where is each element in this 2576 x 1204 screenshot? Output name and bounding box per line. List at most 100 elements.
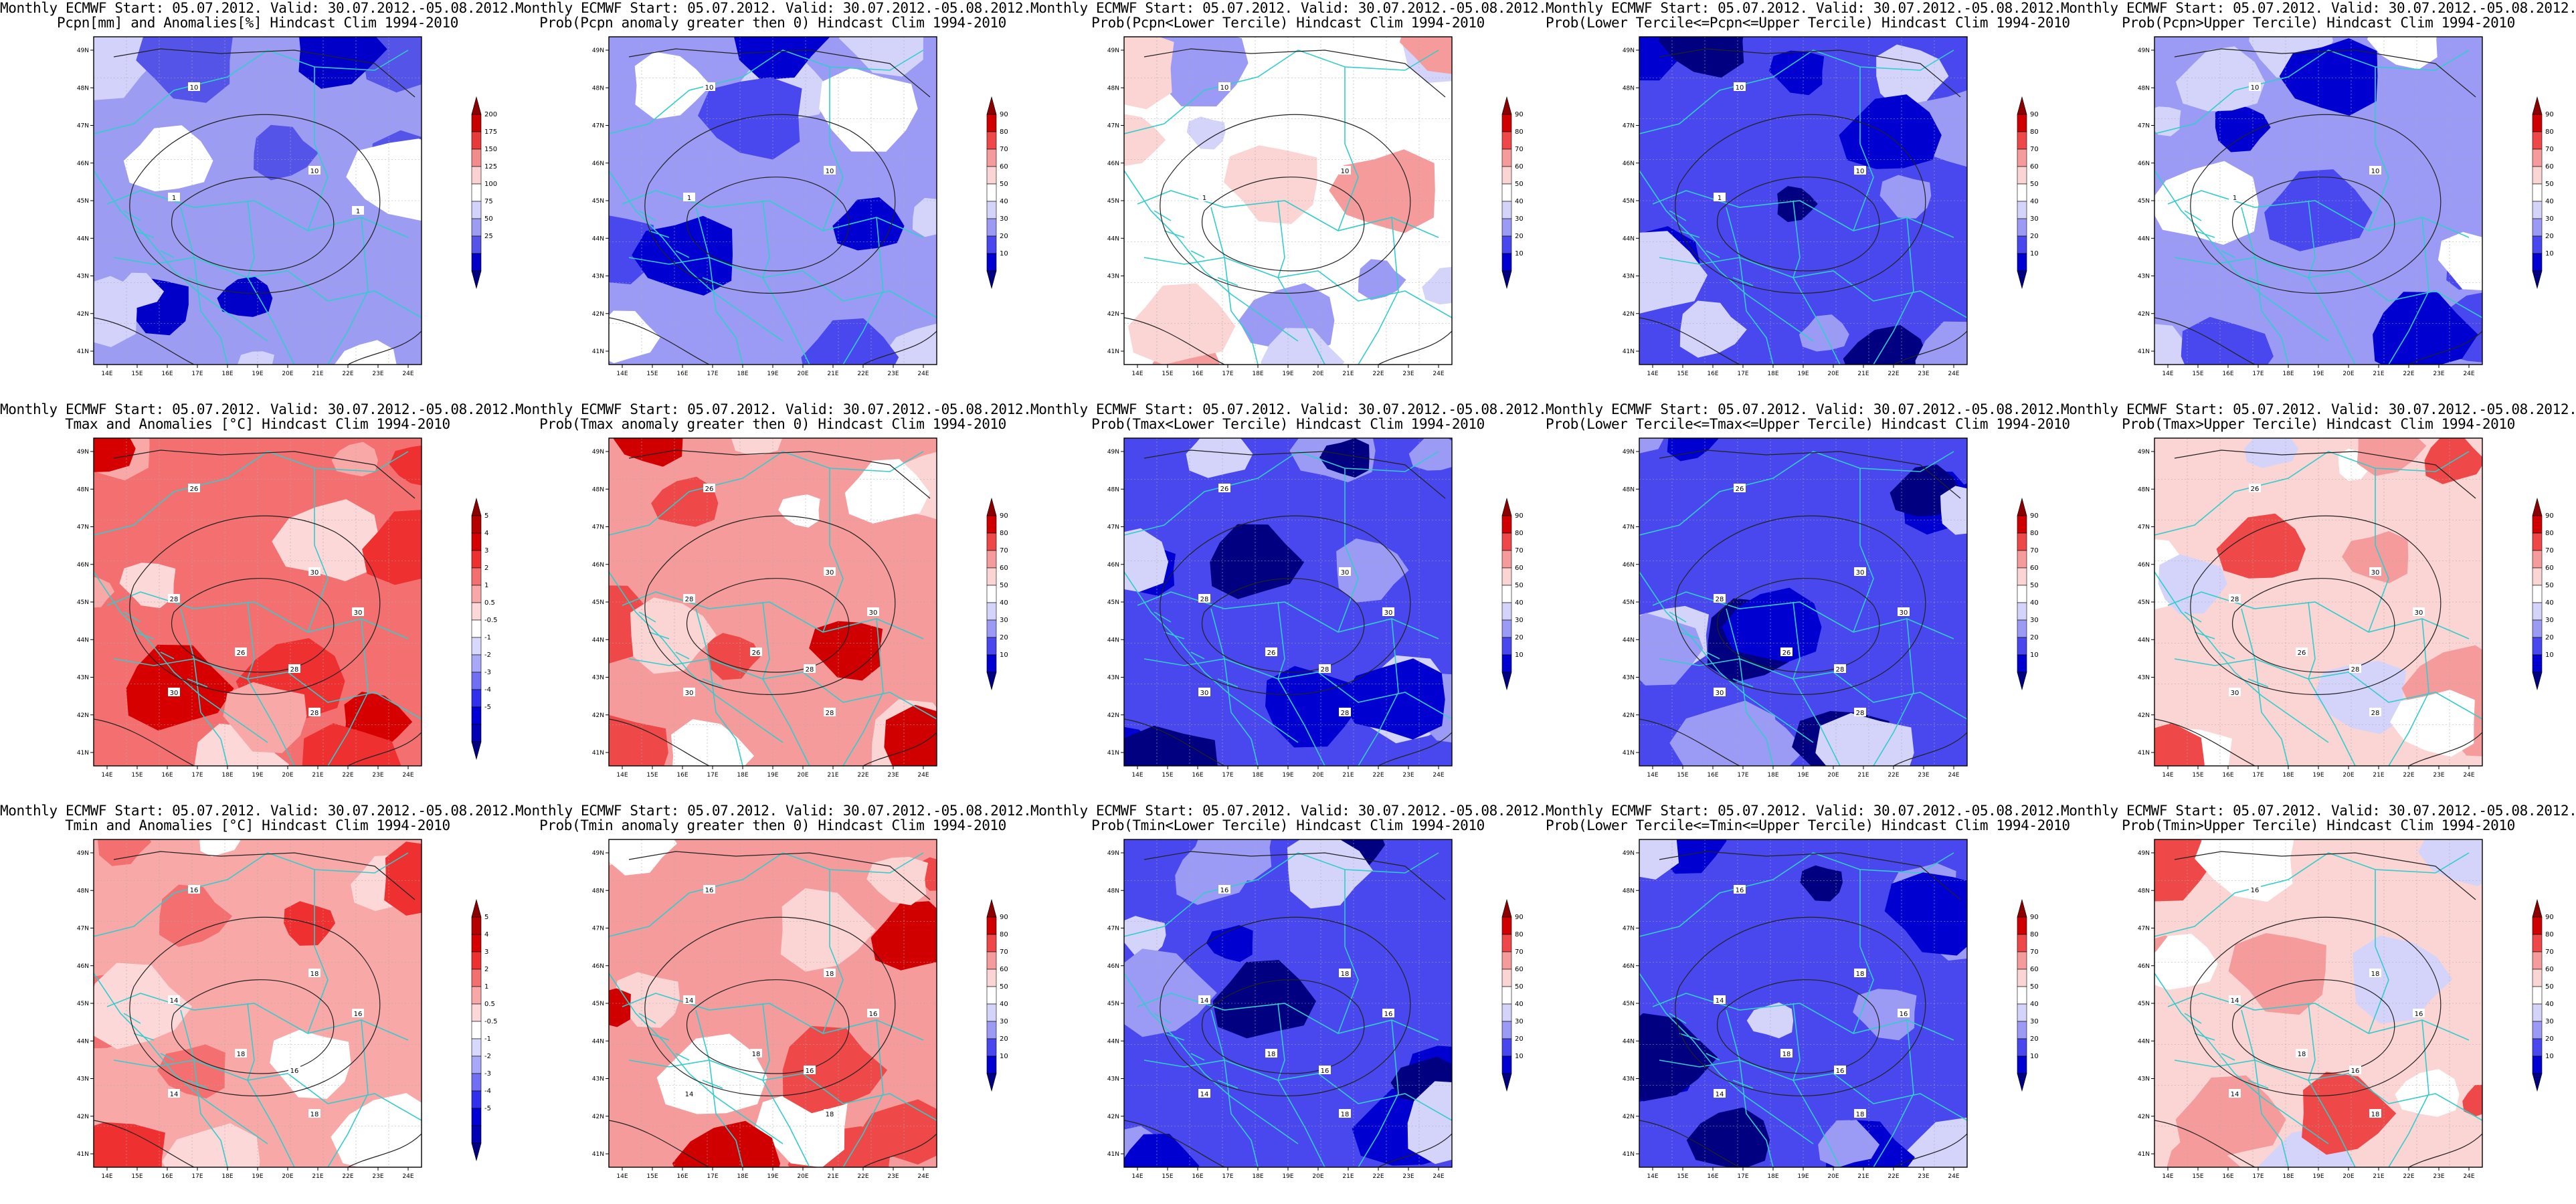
map-area: 26 30 28 30 26 28 30 28 14E 15E 16E 17E 18E 19E 20E 21E… [592,437,937,779]
lon-tick-label: 19E [767,1173,778,1180]
country-border [94,451,409,536]
shaded-region [832,197,905,251]
lat-tick-label: 44N [2138,637,2150,643]
lat-tick-label: 42N [77,311,89,318]
colorbar-label: 20 [1515,634,1524,641]
lat-tick-label: 46N [592,963,604,970]
contour-line [1124,718,1225,766]
colorbar: 90 80 70 60 50 40 30 20 10 [986,497,1008,691]
contour-label: 18 [752,1051,761,1058]
lat-tick-label: 42N [592,1114,604,1120]
lat-tick-label: 41N [1107,348,1119,355]
lon-tick-label: 18E [737,1173,748,1180]
colorbar-label: 30 [1515,617,1524,624]
colorbar-label: -3 [484,669,491,676]
contour-label-box [2369,166,2381,175]
country-border [1277,601,1325,766]
shaded-region [1124,528,1168,592]
shaded-region [2175,46,2266,112]
contour-label: 28 [2351,666,2360,674]
shaded-region [1898,1117,1967,1167]
contour-label-box [1218,82,1230,91]
country-border [695,1009,743,1167]
contour-line [686,177,850,272]
contour-label: 30 [354,609,363,617]
shaded-region [1667,438,1719,462]
contour-label: 16 [2415,1011,2423,1018]
contour-line [1202,979,1365,1074]
colorbar-label: -5 [484,1105,491,1112]
contour-label-box [867,1009,879,1017]
shaded-region [194,723,290,766]
contour-label-box [2296,647,2308,656]
map-panel-5: Monthly ECMWF Start: 05.07.2012. Valid: … [2061,0,2576,401]
colorbar-label: 10 [2545,1053,2554,1060]
lon-tick-label: 21E [827,1173,838,1180]
panel-title: Monthly ECMWF Start: 05.07.2012. Valid: … [1030,0,1547,16]
lat-tick-label: 41N [77,750,89,757]
contour-label: 18 [1856,971,1865,978]
panel-subtitle: Prob(Lower Tercile<=Pcpn<=Upper Tercile)… [1546,15,2070,31]
contour-line [1202,578,1365,673]
lat-tick-label: 42N [1623,712,1635,719]
panel-subtitle: Pcpn[mm] and Anomalies[%] Hindcast Clim … [57,15,458,31]
lat-tick-label: 41N [2138,750,2150,757]
contour-line [2190,515,2442,695]
country-border [2154,852,2470,937]
panel-title: Monthly ECMWF Start: 05.07.2012. Valid: … [1030,401,1547,417]
contour-label-box [308,708,320,716]
lat-tick-label: 42N [2138,311,2150,318]
contour-line [2190,916,2442,1096]
country-border [2368,468,2389,633]
lon-tick-label: 16E [676,371,688,377]
lat-tick-label: 43N [592,1076,604,1083]
shaded-region [1336,538,1409,603]
colorbar-label: 0.5 [484,1001,495,1008]
contour-line [129,114,381,294]
contour-label: 30 [2371,569,2380,577]
country-border [638,210,723,286]
contour-label: 16 [190,887,199,894]
contour-label: 28 [1856,710,1865,717]
shaded-region [1800,865,1843,902]
country-border [1726,608,1774,766]
shaded-region [1186,116,1226,150]
colorbar-label: 50 [1000,181,1008,188]
shaded-region [1422,266,1452,305]
country-border [327,618,369,766]
lon-tick-label: 14E [1131,371,1143,377]
map-area: 16 18 14 16 18 16 14 18 14E 15E 16E 17E 18E 19E 20E 21E… [1623,839,1968,1180]
colorbar-label: 90 [1000,111,1008,118]
contour-label-box [188,484,200,492]
contour-label-box [1780,647,1792,656]
colorbar-label: 3 [484,948,488,956]
lat-tick-label: 44N [592,1038,604,1045]
lon-tick-label: 21E [1342,371,1354,377]
contour-label: 28 [1341,710,1350,717]
lon-tick-label: 17E [1737,371,1748,377]
lon-tick-label: 14E [2162,1173,2173,1180]
shaded-region [731,438,782,456]
contour-label-box [683,1089,695,1098]
panel-subtitle: Prob(Pcpn anomaly greater then 0) Hindca… [539,15,1006,31]
contour-label-box [2413,607,2425,616]
contour-label: 10 [2371,168,2380,175]
lat-tick-label: 43N [1623,274,1635,280]
contour-label: 30 [310,569,319,577]
lon-tick-label: 14E [1647,1173,1658,1180]
contour-label-box [352,206,364,215]
contour-label: 28 [2371,710,2380,717]
lon-tick-label: 19E [252,772,263,779]
contour-label-box [824,708,836,716]
country-border [1358,618,1399,766]
lat-tick-label: 48N [592,888,604,894]
country-border [2388,618,2429,766]
lat-tick-label: 43N [77,274,89,280]
lon-tick-label: 17E [1222,1173,1233,1180]
lat-tick-label: 43N [592,274,604,280]
lat-tick-label: 47N [1107,926,1119,932]
lon-tick-label: 23E [2433,371,2444,377]
colorbar-label: 100 [484,181,497,188]
colorbar-label: 0.5 [484,599,495,607]
lat-tick-label: 42N [2138,712,2150,719]
